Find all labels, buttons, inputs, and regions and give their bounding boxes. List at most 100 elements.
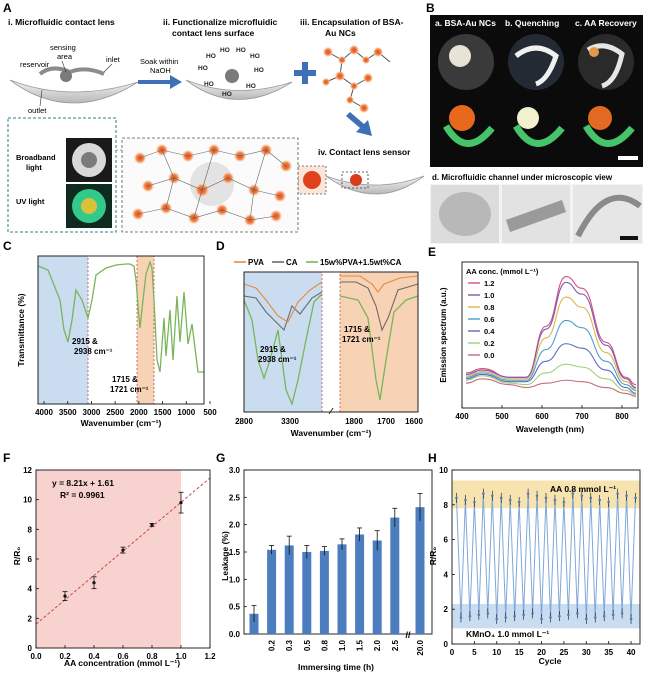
xtick-label-f: 0.6 [117, 652, 129, 661]
ylabel-e: Emission spectrum (a.u.) [439, 287, 448, 382]
legend-d-blend: 15w%PVA+1.5wt%CA [320, 258, 402, 267]
photo-c-top-channel [586, 43, 625, 89]
xtick-label-e: 400 [455, 412, 469, 421]
panel-c: C Transmittance (%) 2915 & 2938 cm⁻¹ 171… [3, 239, 217, 428]
xtick-d-left-1: 3300 [281, 417, 299, 426]
data-point-f [121, 548, 125, 552]
sensing-area-i [60, 70, 72, 82]
data-point-h [634, 496, 637, 500]
emission-series-0.8 [465, 296, 637, 390]
data-point-h [455, 496, 458, 500]
calibration-plot: 0.0 0.2 0.4 0.6 0.8 1.0 1.2 0 2 4 6 8 10 12 [23, 466, 216, 661]
scale-bar-b-top [618, 156, 638, 160]
xlabel-e: Wavelength (nm) [516, 424, 584, 434]
network-links [137, 149, 287, 221]
ytick-label-g: 2.0 [229, 521, 241, 530]
caption-aa-recovery: c. AA Recovery [575, 18, 637, 28]
xtick-label-e: 700 [575, 412, 589, 421]
annot-c-1b: 2938 cm⁻¹ [74, 347, 113, 356]
region-carbonyl [137, 256, 154, 404]
xtick-d-right-0: 1800 [345, 417, 363, 426]
caption-quenching: b. Quenching [505, 18, 559, 28]
xticks-c: 4000 3500 3000 2500 2000 1500 1000 500 [35, 401, 217, 417]
label-uv: UV light [16, 197, 45, 206]
xtick-label-c: 4000 [35, 408, 53, 417]
data-point-h [598, 498, 602, 502]
xtick-label-h: 30 [582, 648, 591, 657]
data-point-h [558, 614, 561, 618]
xtick-label-g: 0.2 [268, 639, 277, 651]
ytick-label-g: 1.0 [229, 575, 241, 584]
scale-bar-b-bottom [620, 236, 638, 240]
ylabel-h: R/R₀ [428, 547, 438, 566]
label-light: light [26, 163, 42, 172]
data-point-h [499, 496, 503, 500]
arrow-encapsulate [346, 112, 372, 136]
step-2-title-line2: contact lens surface [172, 28, 254, 38]
microchannel-i [38, 66, 105, 76]
caption-microscopic-view: d. Microfluidic channel under microscopi… [432, 173, 613, 182]
photo-a-bottom-spot [449, 105, 475, 131]
photo-inset-box [7, 117, 117, 233]
caption-bsa-au: a. BSA-Au NCs [435, 18, 496, 28]
ho-label: HO [222, 91, 232, 98]
leakage-bar [249, 613, 259, 634]
xtick-label-h: 25 [559, 648, 568, 657]
cycling-line [456, 493, 636, 619]
axis-break-d [328, 407, 334, 415]
step-3-title-line1: iii. Encapsulation of BSA- [300, 17, 404, 27]
legend-e-title: AA conc. (mmol L⁻¹) [466, 267, 539, 276]
label-inlet: inlet [106, 55, 121, 64]
nc-dot [359, 103, 369, 113]
xlabel-f: AA concentration (mmol L⁻¹) [64, 658, 180, 668]
legend-e-label: 1.2 [484, 279, 494, 288]
photo-c-top-spot [589, 47, 599, 57]
ytick-label-h: 0 [444, 640, 449, 649]
leakage-bar [337, 544, 347, 634]
panel-letter-a: A [3, 1, 12, 15]
data-point-h [540, 617, 543, 621]
data-point-h [464, 498, 467, 502]
data-point-h [553, 498, 557, 502]
emission-series-0.2 [465, 363, 637, 396]
panel-f: F 0.0 0.2 0.4 0.6 0.8 1.0 1.2 0 2 4 6 8 10 12 y = 8.2… [3, 451, 216, 668]
pointer-sensing [61, 60, 67, 73]
ytick-label-f: 10 [23, 496, 32, 505]
xtick-label-e: 500 [495, 412, 509, 421]
data-point-h [522, 613, 525, 617]
sensing-spot-iv [350, 174, 362, 186]
leakage-bar [302, 552, 312, 634]
ftir-spectrum [37, 259, 204, 373]
xlabel-d: Wavenumber (cm⁻¹) [291, 428, 372, 438]
photo-c-bottom-channel [582, 124, 635, 147]
nc-dot [323, 47, 333, 57]
plot-frame-h [451, 469, 641, 645]
xtick-label-h: 0 [450, 648, 455, 657]
ylabel-g: Leakage (%) [220, 531, 230, 581]
ho-label: HO [250, 53, 260, 60]
plus-icon [294, 62, 316, 84]
data-point-h [535, 494, 539, 498]
photo-b-bottom-channel [512, 124, 565, 147]
data-point-h [625, 494, 628, 498]
axis-break-g: // [405, 630, 411, 640]
xtick-label-g: 1.0 [338, 639, 347, 651]
xtick-d-left-0: 2800 [235, 417, 253, 426]
annot-c-1a: 2915 & [72, 337, 98, 346]
step-2-title-line1: ii. Functionalize microfluidic [163, 17, 278, 27]
data-point-h [549, 616, 552, 619]
xtick-label-c: 2500 [106, 408, 124, 417]
nc-dot [350, 82, 358, 90]
legend-d-pva: PVA [248, 258, 264, 267]
hydroxyl-groups: HO HO HO HO HO HO HO HO HO [198, 47, 264, 98]
data-point-h [473, 500, 476, 504]
photo-a-top-spot [449, 45, 471, 67]
photo-b-top-channel [514, 45, 559, 87]
data-point-h [562, 500, 566, 504]
panel-letter-e: E [428, 245, 436, 259]
contact-lens-i [9, 79, 139, 104]
data-point-h [490, 494, 494, 498]
photo-uv-center [81, 198, 97, 214]
panel-g: G 0.2 0.3 0.5 0.8 1.0 1.5 2.0 2.5 20.0 // 0.0 0.5 1.… [216, 451, 433, 672]
xtick-label-g: 2.0 [373, 639, 382, 651]
